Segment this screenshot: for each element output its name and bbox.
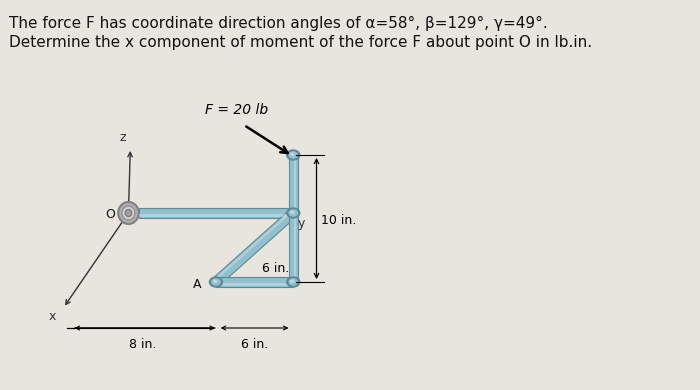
- Ellipse shape: [287, 277, 300, 287]
- Ellipse shape: [287, 208, 300, 218]
- Text: 6 in.: 6 in.: [241, 338, 268, 351]
- Ellipse shape: [125, 209, 132, 216]
- Ellipse shape: [290, 211, 295, 214]
- Text: Determine the x component of moment of the force F about point O in lb.in.: Determine the x component of moment of t…: [9, 35, 592, 50]
- Polygon shape: [216, 283, 293, 285]
- Text: z: z: [119, 131, 126, 144]
- Text: x: x: [48, 310, 56, 323]
- Text: y: y: [298, 217, 305, 230]
- Ellipse shape: [288, 151, 298, 159]
- Text: 10 in.: 10 in.: [321, 214, 356, 227]
- Ellipse shape: [211, 278, 221, 286]
- Polygon shape: [216, 277, 293, 287]
- Ellipse shape: [288, 278, 298, 286]
- Polygon shape: [139, 214, 293, 216]
- Ellipse shape: [287, 150, 300, 160]
- Ellipse shape: [209, 277, 223, 287]
- Text: 8 in.: 8 in.: [129, 338, 156, 351]
- Polygon shape: [295, 155, 297, 282]
- Text: A: A: [193, 278, 201, 291]
- Polygon shape: [139, 208, 293, 218]
- Ellipse shape: [118, 202, 139, 224]
- Polygon shape: [213, 209, 296, 286]
- Text: 6 in.: 6 in.: [262, 262, 289, 275]
- Ellipse shape: [288, 209, 298, 217]
- Text: O: O: [106, 207, 116, 220]
- Ellipse shape: [122, 206, 135, 220]
- Ellipse shape: [290, 280, 295, 283]
- Text: The force F has coordinate direction angles of α=58°, β=129°, γ=49°.: The force F has coordinate direction ang…: [9, 16, 548, 31]
- Ellipse shape: [213, 280, 217, 283]
- Polygon shape: [288, 155, 298, 282]
- Text: F = 20 lb: F = 20 lb: [205, 103, 268, 117]
- Ellipse shape: [290, 152, 295, 156]
- Polygon shape: [214, 210, 293, 281]
